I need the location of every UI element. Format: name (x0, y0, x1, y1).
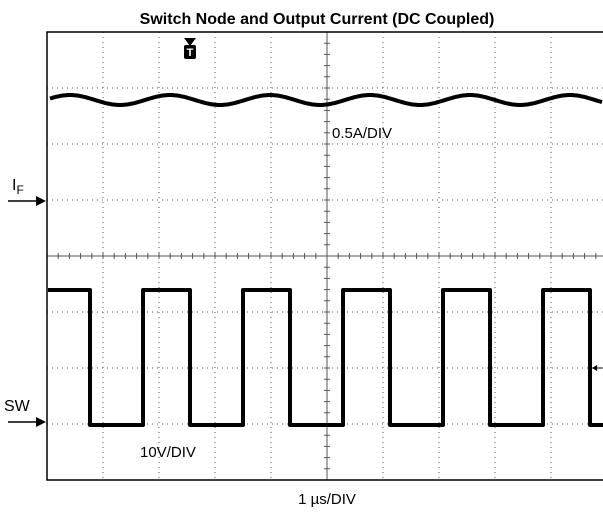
title: Switch Node and Output Current (DC Coupl… (140, 11, 495, 28)
trigger-level-arrow (592, 365, 602, 371)
trigger-marker: T (184, 38, 196, 59)
voltage-scale: 10V/DIV (140, 444, 196, 461)
trigger-label: T (187, 47, 194, 59)
current-waveform (49, 93, 603, 107)
graticule (46, 31, 603, 481)
current-scale: 0.5A/DIV (332, 125, 392, 142)
current-arrow (8, 196, 46, 206)
waveforms (48, 93, 603, 427)
current-channel-sub: F (16, 183, 23, 197)
current-channel-label: IF (12, 177, 24, 197)
screen-frame (46, 31, 603, 481)
time-scale: 1 µs/DIV (298, 491, 356, 508)
current-channel-main: I (12, 177, 16, 194)
voltage-arrow (8, 417, 46, 427)
switch-waveform (48, 288, 603, 427)
voltage-channel-label: SW (4, 398, 31, 415)
